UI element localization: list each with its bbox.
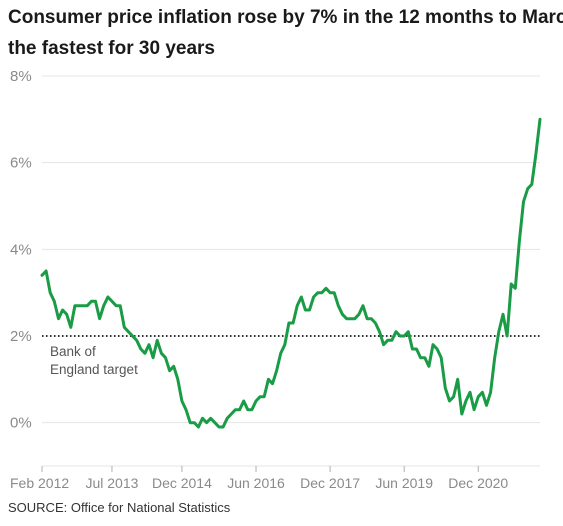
target-annotation-line: England target [50, 362, 138, 377]
x-tick-label: Feb 2012 [10, 475, 69, 491]
y-tick-label: 6% [10, 155, 32, 172]
y-tick-label: 8% [10, 68, 32, 85]
y-axis-tick-labels: 0% 2% 4% 6% 8% [10, 68, 32, 432]
chart-title-line-1: Consumer price inflation rose by 7% in t… [8, 7, 563, 28]
source-note: SOURCE: Office for National Statistics [8, 500, 231, 515]
chart-title-line-2: the fastest for 30 years [8, 38, 215, 59]
series-group [40, 117, 542, 429]
grid-lines [42, 75, 540, 467]
x-axis-tick-labels: Feb 2012 Jul 2013 Dec 2014 Jun 2016 Dec 2017… [10, 466, 508, 491]
x-tick-label: Jun 2016 [227, 475, 285, 491]
target-annotation-line: Bank of [50, 344, 96, 359]
y-tick-label: 4% [10, 241, 32, 258]
x-tick-label: Jun 2019 [375, 475, 433, 491]
chart-title: Consumer price inflation rose by 7% in t… [8, 2, 563, 64]
x-tick-label: Dec 2017 [300, 475, 360, 491]
x-tick-label: Jul 2013 [85, 475, 138, 491]
x-tick-label: Dec 2020 [448, 475, 508, 491]
reference-line-group: Bank of England target [42, 335, 540, 377]
x-tick-label: Dec 2014 [152, 475, 212, 491]
y-tick-label: 2% [10, 328, 32, 345]
y-tick-label: 0% [10, 415, 32, 432]
inflation-series-line [40, 117, 542, 429]
